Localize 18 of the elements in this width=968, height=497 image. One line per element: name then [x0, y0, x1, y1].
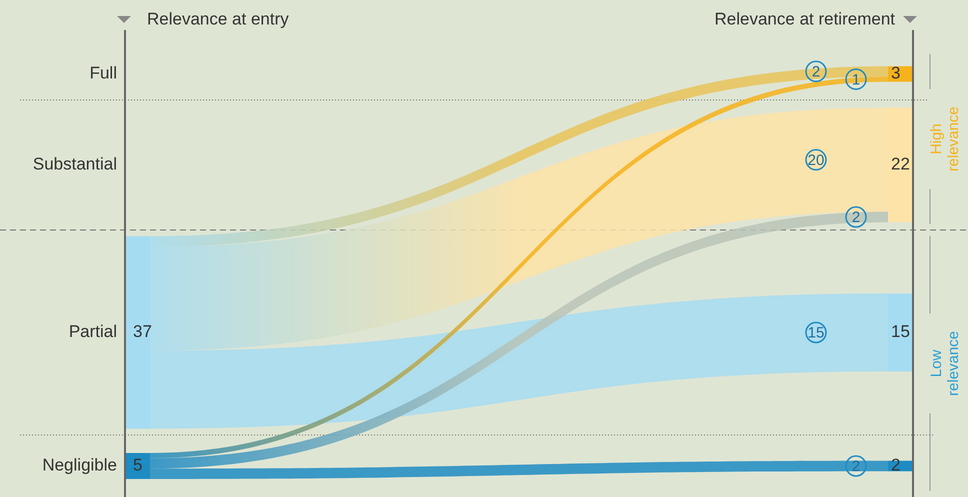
category-label: Partial [68, 322, 117, 342]
data-label: 15 [891, 322, 910, 342]
text: Low relevance [928, 330, 962, 396]
category-label: Full [90, 64, 117, 83]
data-label: 22 [891, 154, 910, 174]
data-label: 2 [812, 64, 820, 81]
text: Relevance at retirement [714, 10, 896, 29]
category-label: Negligible [42, 456, 117, 475]
text: High relevance [928, 106, 962, 172]
category-label: Substantial [32, 154, 117, 174]
data-label: 2 [891, 456, 900, 475]
data-label: 5 [133, 456, 142, 475]
text: Relevance at entry [147, 10, 290, 29]
data-label: 3 [891, 64, 900, 83]
data-label: 37 [133, 322, 152, 342]
data-label: 20 [808, 152, 824, 169]
data-label: 2 [852, 209, 860, 226]
data-label: 15 [808, 324, 824, 342]
